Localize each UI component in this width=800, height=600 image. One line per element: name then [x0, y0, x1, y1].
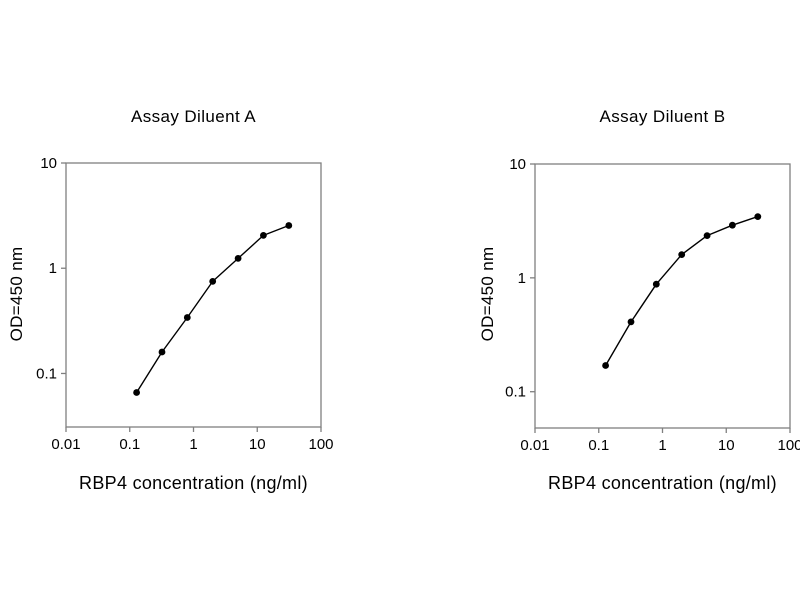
chart-a-x-axis-label: RBP4 concentration (ng/ml)	[79, 473, 308, 493]
x-tick-label: 100	[308, 436, 333, 453]
x-tick-label: 10	[718, 437, 735, 454]
data-point	[260, 232, 267, 239]
x-tick-label: 0.01	[520, 437, 549, 454]
data-point	[234, 255, 242, 262]
data-point	[652, 280, 660, 288]
chart-b-x-axis-label: RBP4 concentration (ng/ml)	[548, 473, 777, 493]
y-tick-label: 1	[518, 270, 526, 287]
chart-a-title: Assay Diluent A	[130, 107, 257, 126]
data-point	[754, 213, 762, 221]
series-line	[136, 224, 290, 393]
y-tick-label: 1	[49, 260, 57, 277]
data-point	[678, 251, 686, 258]
chart-b-title: Assay Diluent B	[599, 107, 726, 126]
data-point	[133, 389, 141, 396]
data-point	[729, 221, 736, 229]
x-tick-label: 0.01	[51, 436, 80, 453]
chart-a-y-axis-label: OD=450 nm	[7, 246, 26, 342]
y-tick-label: 10	[40, 155, 57, 172]
data-point	[285, 222, 293, 229]
x-tick-label: 100	[777, 437, 800, 454]
plot-border	[65, 162, 322, 428]
x-tick-label: 0.1	[119, 436, 140, 453]
x-tick-label: 0.1	[588, 437, 609, 454]
x-tick-label: 1	[658, 437, 666, 454]
series-line	[604, 215, 759, 366]
chart-b-y-axis-label: OD=450 nm	[478, 246, 497, 342]
data-point	[183, 314, 191, 321]
data-point	[703, 232, 711, 240]
x-tick-label: 10	[249, 436, 266, 453]
data-point	[602, 362, 609, 369]
plot-border	[534, 163, 791, 429]
data-point	[209, 278, 217, 285]
y-tick-label: 10	[509, 156, 526, 173]
data-point	[158, 348, 166, 356]
data-point	[627, 318, 635, 326]
y-tick-label: 0.1	[505, 384, 526, 401]
y-tick-label: 0.1	[36, 365, 57, 382]
x-tick-label: 1	[189, 436, 197, 453]
